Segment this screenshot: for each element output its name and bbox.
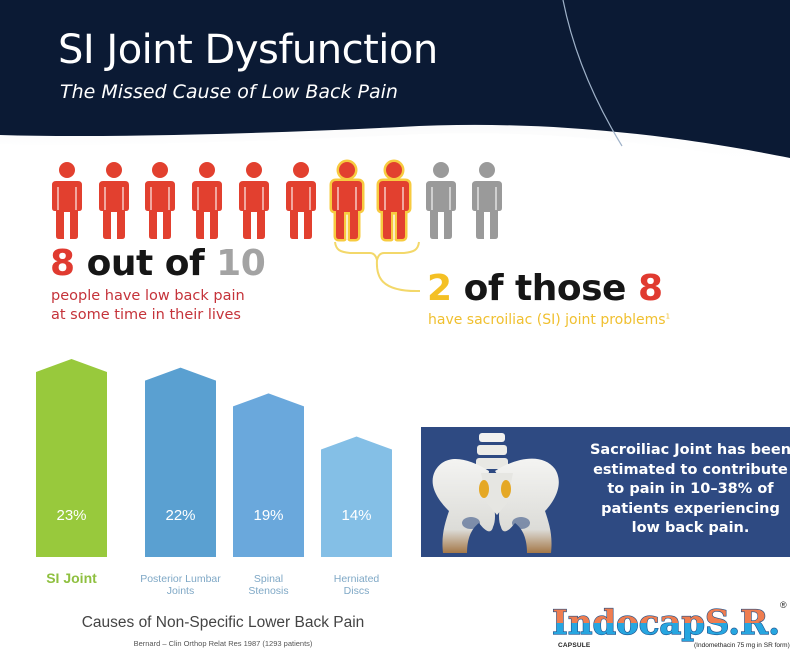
header-background [0, 0, 790, 166]
chart-source-citation: Bernard – Clin Orthop Relat Res 1987 (12… [133, 639, 313, 648]
bar-category-label: Herniated Discs [333, 573, 380, 597]
caption-line: at some time in their lives [51, 307, 241, 323]
brand-form-label: CAPSULE [558, 642, 591, 649]
bar-si-joint [36, 359, 107, 557]
bar-herniated-discs [321, 436, 392, 557]
svg-text:®: ® [780, 600, 787, 610]
bar-value-label: 14% [341, 507, 372, 524]
bar-category-label: Posterior Lumbar Joints [140, 573, 221, 597]
pelvis-illustration-icon [432, 433, 559, 553]
svg-text:IndocapS.R.: IndocapS.R. [552, 603, 780, 642]
person-icon [284, 160, 318, 240]
person-icon [329, 159, 365, 242]
info-line: to pain in 10–38% of [607, 481, 774, 497]
stat-primary-caption: people have low back pain at some time i… [51, 287, 245, 325]
person-icon [424, 160, 458, 240]
stat-secondary-caption: have sacroiliac (SI) joint problems1 [428, 312, 670, 328]
info-line: patients experiencing [601, 500, 780, 517]
info-box: Sacroiliac Joint has been estimated to c… [421, 427, 790, 557]
person-icon [97, 160, 131, 240]
page-subtitle: The Missed Cause of Low Back Pain [60, 81, 398, 103]
bar-spinal-stenosis [233, 393, 304, 557]
bar-category-label: Spinal Stenosis [248, 573, 289, 597]
info-line: low back pain. [631, 520, 750, 536]
caption-line: people have low back pain [51, 288, 245, 304]
bar-value-label: 23% [56, 507, 87, 524]
bar-value-label: 19% [253, 507, 284, 524]
brand-wordmark: IndocapS.R. ® [551, 600, 787, 644]
stat-number: 2 [427, 268, 452, 309]
stat-2-of-those-8: 2 of those 8 [427, 268, 663, 309]
brand-logo: IndocapS.R. ® CAPSULE (Indomethacin 75 m… [548, 598, 790, 658]
info-line: estimated to contribute [593, 461, 788, 478]
person-icon [143, 160, 177, 240]
stat-middle-text: out of [86, 243, 205, 284]
person-icon [237, 160, 271, 240]
page-title: SI Joint Dysfunction [58, 27, 438, 73]
bar-posterior-lumbar-joints [145, 367, 216, 557]
chart-title: Causes of Non-Specific Lower Back Pain [81, 614, 365, 631]
stat-total: 10 [216, 243, 266, 284]
person-icon [50, 160, 84, 240]
header-accent-line [562, 0, 623, 147]
stat-8-out-of-10: 8 out of 10 [50, 243, 266, 284]
bar-value-label: 22% [165, 507, 196, 524]
bracket-connector [334, 241, 421, 293]
footnote-marker: 1 [665, 312, 671, 321]
bar-chart [36, 359, 392, 557]
stat-middle-text: of those [463, 268, 627, 309]
person-icon [470, 160, 504, 240]
person-icon [376, 159, 412, 242]
bar-category-label: SI Joint [46, 570, 97, 586]
info-line: Sacroiliac Joint has been [589, 442, 790, 458]
stat-total: 8 [638, 268, 663, 309]
info-box-text: Sacroiliac Joint has been estimated to c… [583, 441, 790, 539]
caption-text: have sacroiliac (SI) joint problems [428, 312, 666, 328]
brand-dosage-note: (Indomethacin 75 mg in SR form) [694, 642, 790, 649]
stat-number: 8 [50, 243, 75, 284]
person-icon [190, 160, 224, 240]
